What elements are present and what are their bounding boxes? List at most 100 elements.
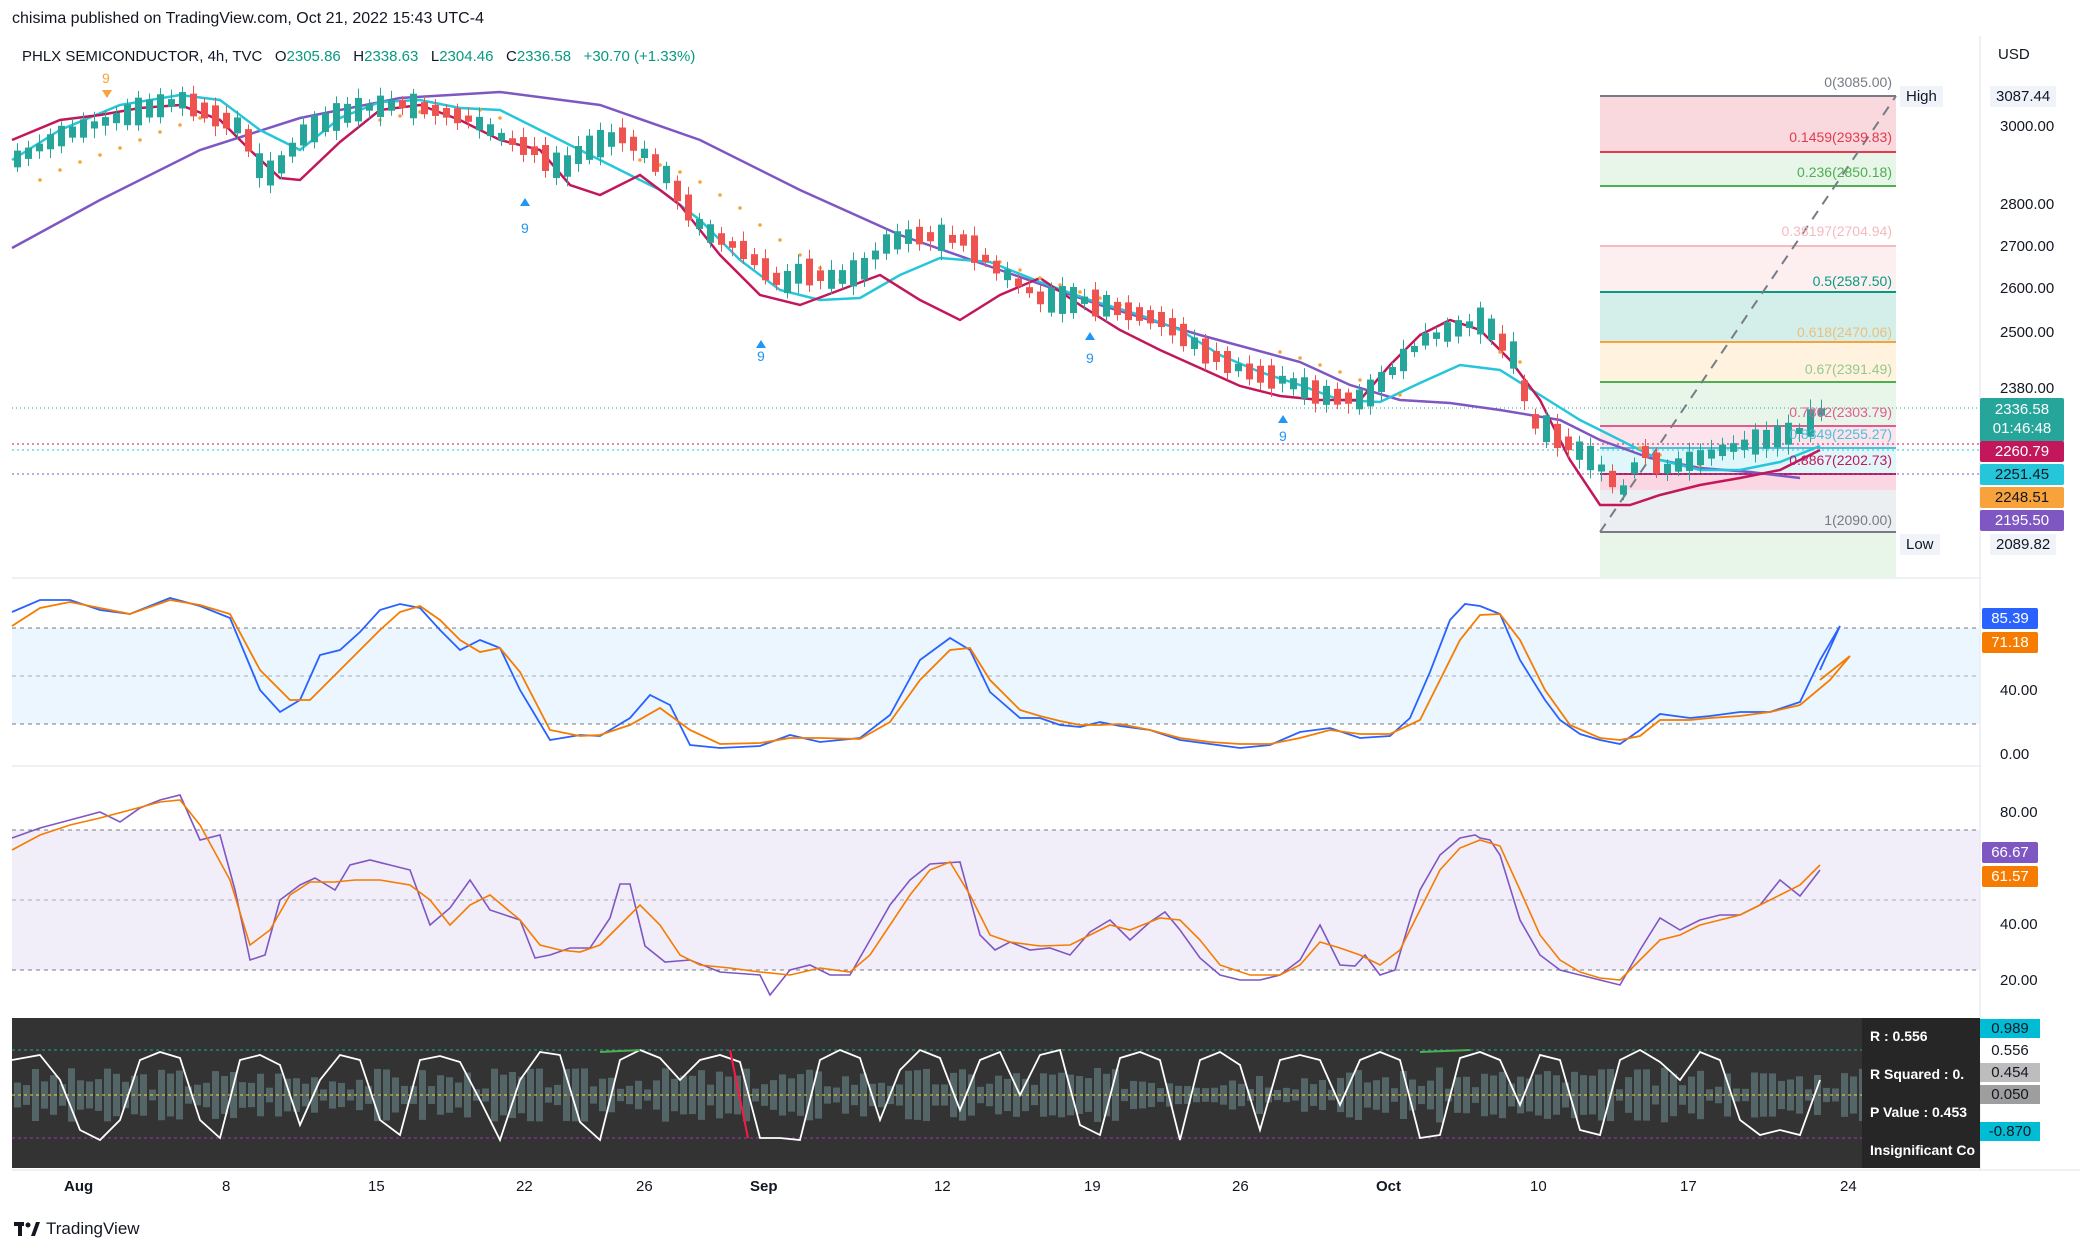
regression-bar: [1256, 1076, 1263, 1114]
regression-bar: [680, 1075, 687, 1115]
candle-body: [1279, 375, 1286, 384]
regression-bar: [68, 1068, 75, 1122]
regression-bar: [860, 1073, 867, 1117]
candle-body: [1576, 441, 1583, 460]
regression-bar: [914, 1070, 921, 1120]
rsi-axis-label: 40.00: [2000, 916, 2038, 933]
candle-body: [1301, 377, 1308, 399]
date-label: 17: [1680, 1178, 1697, 1195]
candle-body: [1697, 450, 1704, 466]
regression-bar: [662, 1068, 669, 1122]
regression-bar: [482, 1088, 489, 1102]
candle-body: [300, 124, 307, 146]
high-label: H: [353, 48, 365, 65]
regression-bar: [1238, 1083, 1245, 1107]
fib-label-5: 0.5(2587.50): [1812, 273, 1892, 289]
regression-bar: [1814, 1075, 1821, 1115]
candle-body: [663, 165, 670, 184]
candlestick-series[interactable]: [14, 85, 1825, 501]
rsi-pane[interactable]: [11, 794, 1980, 997]
stochastic-pane[interactable]: [11, 597, 1980, 749]
regression-bar: [590, 1086, 597, 1104]
candle-body: [1719, 444, 1726, 457]
candle-body: [256, 153, 263, 179]
fib-label-786: 0.7862(2303.79): [1789, 404, 1892, 420]
price-axis-label: 2380.00: [2000, 380, 2055, 397]
tradingview-logo-icon: [14, 1222, 40, 1236]
candle-body: [674, 180, 681, 202]
ema-fast-line: [11, 93, 1821, 472]
open-value: 2305.86: [286, 48, 341, 65]
candle-body: [751, 254, 758, 266]
candle-body: [795, 263, 802, 284]
p-value-label: P Value : 0.453: [1870, 1104, 1968, 1120]
regression-bar: [1778, 1080, 1785, 1110]
candle-body: [883, 234, 890, 254]
candle-body: [1004, 269, 1011, 281]
low-tag-value: 2089.82: [1990, 534, 2057, 555]
candle-body: [1796, 427, 1803, 435]
regression-bar: [1508, 1083, 1515, 1107]
high-tag-value: 3087.44: [1990, 86, 2057, 107]
candle-body: [1543, 415, 1550, 443]
sar-badge: 2248.51: [1980, 487, 2064, 508]
candle-body: [1125, 302, 1132, 321]
regression-bar: [230, 1071, 237, 1119]
regression-bar: [968, 1074, 975, 1116]
tradingview-logo[interactable]: TradingView: [14, 1219, 140, 1239]
candle-body: [1081, 296, 1088, 304]
candle-body: [1422, 333, 1429, 346]
regression-bar: [1544, 1071, 1551, 1119]
td-count: 9: [102, 70, 110, 86]
regression-bar: [734, 1075, 741, 1115]
regression-bar: [1526, 1078, 1533, 1112]
candle-body: [1356, 389, 1363, 410]
candle-body: [575, 146, 582, 164]
regression-bar: [1310, 1084, 1317, 1106]
candle-body: [1114, 301, 1121, 316]
candle-body: [993, 260, 1000, 274]
regression-bar: [86, 1081, 93, 1109]
stoch-k-badge: 85.39: [1982, 608, 2038, 629]
candle-body: [399, 100, 406, 108]
stoch-axis-label: 0.00: [2000, 746, 2030, 763]
candle-body: [905, 229, 912, 244]
candle-body: [432, 104, 439, 116]
regression-bar: [932, 1084, 939, 1106]
date-label: 22: [516, 1178, 533, 1195]
candle-body: [190, 93, 197, 117]
brand-name: TradingView: [46, 1219, 140, 1238]
regression-bar: [1436, 1067, 1443, 1123]
fib-retracement[interactable]: [1599, 95, 1897, 578]
candle-body: [14, 150, 21, 168]
regression-bar: [626, 1085, 633, 1105]
candle-body: [1433, 332, 1440, 339]
candle-body: [685, 194, 692, 221]
candle-body: [608, 132, 615, 147]
regression-bar: [644, 1089, 651, 1101]
date-label: 26: [1232, 1178, 1249, 1195]
ema-slow-badge: 2195.50: [1980, 510, 2064, 531]
fib-label-618: 0.618(2470.06): [1797, 324, 1892, 340]
regression-bar: [1796, 1076, 1803, 1114]
candle-body: [773, 272, 780, 285]
candle-body: [355, 97, 362, 122]
candle-body: [1642, 445, 1649, 459]
regression-bar: [32, 1068, 39, 1122]
regression-pane[interactable]: [11, 1018, 1866, 1168]
candle-body: [443, 107, 450, 118]
td-sequential-markers: [102, 90, 1288, 423]
candle-body: [157, 94, 164, 118]
regression-badge-lower: -0.870: [1980, 1122, 2040, 1141]
low-label: L: [430, 48, 440, 65]
candle-body: [135, 97, 142, 126]
candle-body: [586, 135, 593, 160]
regression-bar: [1688, 1076, 1695, 1114]
candle-body: [729, 241, 736, 248]
candle-body: [1213, 351, 1220, 362]
regression-bar: [1202, 1088, 1209, 1102]
candle-body: [212, 105, 219, 127]
symbol-legend: PHLX SEMICONDUCTOR, 4h, TVC O2305.86 H23…: [22, 48, 695, 65]
rsi-axis-label: 20.00: [2000, 972, 2038, 989]
